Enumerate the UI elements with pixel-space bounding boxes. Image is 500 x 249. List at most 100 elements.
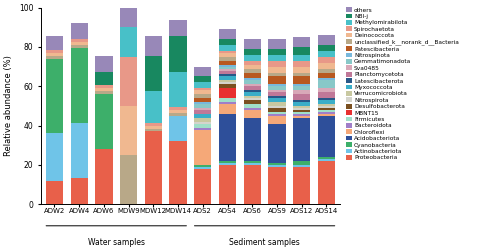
Bar	[144, 36, 162, 56]
Bar	[219, 51, 236, 53]
Bar	[244, 90, 261, 92]
Bar	[95, 149, 112, 204]
Bar	[244, 161, 261, 163]
Bar	[318, 100, 335, 104]
Bar	[318, 35, 335, 45]
Bar	[144, 128, 162, 131]
Bar	[194, 98, 212, 102]
Bar	[46, 133, 63, 181]
Bar	[219, 57, 236, 61]
Bar	[244, 80, 261, 84]
Bar	[293, 37, 310, 47]
Bar	[170, 20, 186, 36]
Bar	[219, 104, 236, 114]
Bar	[194, 88, 212, 90]
Bar	[268, 86, 285, 90]
Bar	[194, 165, 212, 167]
Bar	[293, 110, 310, 112]
Y-axis label: Relative abundance (%): Relative abundance (%)	[4, 56, 13, 156]
Bar	[219, 65, 236, 67]
Bar	[219, 70, 236, 74]
Bar	[120, 155, 138, 204]
Bar	[219, 53, 236, 57]
Bar	[144, 91, 162, 123]
Bar	[219, 84, 236, 88]
Bar	[194, 82, 212, 88]
Bar	[268, 98, 285, 102]
Bar	[170, 141, 186, 204]
Bar	[46, 36, 63, 50]
Bar	[244, 72, 261, 78]
Bar	[268, 67, 285, 72]
Bar	[170, 71, 186, 107]
Bar	[293, 116, 310, 118]
Bar	[120, 57, 138, 106]
Bar	[70, 39, 88, 42]
Bar	[268, 61, 285, 67]
Bar	[46, 59, 63, 133]
Bar	[120, 27, 138, 57]
Bar	[268, 102, 285, 106]
Bar	[219, 82, 236, 84]
Legend: others, NBI-j, Methylomirabilota, Spirochaetota, Deinococcota, unclassified_k__n: others, NBI-j, Methylomirabilota, Spiroc…	[346, 7, 460, 161]
Bar	[219, 29, 236, 39]
Bar	[244, 96, 261, 98]
Bar	[95, 94, 112, 149]
Bar	[268, 163, 285, 165]
Bar	[293, 100, 310, 102]
Bar	[70, 42, 88, 45]
Bar	[268, 114, 285, 116]
Bar	[95, 91, 112, 94]
Bar	[293, 161, 310, 165]
Bar	[318, 78, 335, 80]
Bar	[170, 116, 186, 141]
Bar	[293, 112, 310, 114]
Bar	[244, 163, 261, 165]
Text: Water samples: Water samples	[88, 238, 145, 247]
Bar	[244, 108, 261, 110]
Bar	[268, 167, 285, 204]
Bar	[244, 39, 261, 49]
Bar	[293, 67, 310, 72]
Bar	[46, 53, 63, 56]
Bar	[244, 65, 261, 68]
Bar	[194, 127, 212, 129]
Bar	[293, 47, 310, 55]
Bar	[318, 72, 335, 78]
Bar	[268, 55, 285, 61]
Bar	[244, 86, 261, 90]
Bar	[293, 167, 310, 204]
Bar	[194, 110, 212, 114]
Bar	[194, 118, 212, 122]
Bar	[318, 80, 335, 88]
Bar	[318, 51, 335, 57]
Bar	[70, 178, 88, 204]
Bar	[268, 106, 285, 108]
Text: Sediment samples: Sediment samples	[229, 238, 300, 247]
Bar	[144, 56, 162, 91]
Bar	[95, 85, 112, 88]
Bar	[268, 72, 285, 76]
Bar	[293, 55, 310, 61]
Bar	[170, 36, 186, 71]
Bar	[318, 88, 335, 92]
Bar	[194, 67, 212, 76]
Bar	[318, 116, 335, 157]
Bar	[46, 50, 63, 53]
Bar	[318, 112, 335, 114]
Bar	[219, 45, 236, 51]
Bar	[194, 76, 212, 82]
Bar	[318, 159, 335, 161]
Bar	[318, 108, 335, 110]
Bar	[219, 165, 236, 204]
Bar	[219, 68, 236, 70]
Bar	[268, 76, 285, 84]
Bar	[318, 161, 335, 204]
Bar	[293, 118, 310, 161]
Bar	[70, 123, 88, 178]
Bar	[219, 61, 236, 65]
Bar	[194, 108, 212, 110]
Bar	[70, 48, 88, 123]
Bar	[293, 72, 310, 76]
Bar	[318, 114, 335, 116]
